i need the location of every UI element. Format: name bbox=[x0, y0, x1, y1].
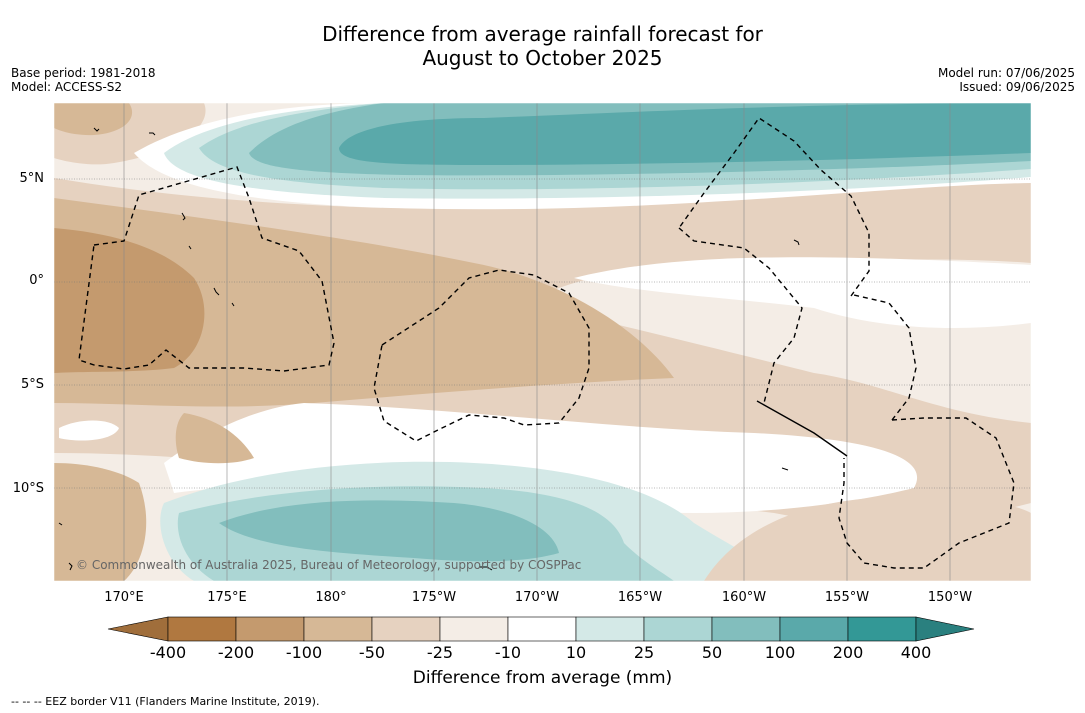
colorbar-segment bbox=[643, 616, 713, 642]
region-neutral-east bbox=[574, 257, 1031, 328]
region-dry-nw-core bbox=[54, 103, 133, 136]
region-dry-south-blob bbox=[175, 413, 254, 464]
colorbar-segment bbox=[847, 616, 917, 642]
region-wet-south-3 bbox=[219, 500, 559, 562]
region-neutral-sw-blob bbox=[59, 420, 119, 441]
colorbar-tick-label: -200 bbox=[217, 643, 255, 662]
lon-label-170w: 170°W bbox=[514, 590, 560, 605]
island-speck bbox=[793, 239, 800, 246]
graticule-meridians bbox=[123, 103, 951, 581]
lon-label-170e: 170°E bbox=[104, 590, 144, 605]
eez-border-west bbox=[78, 166, 335, 372]
issued-date: Issued: 09/06/2025 bbox=[959, 80, 1075, 94]
lon-label-155w: 155°W bbox=[824, 590, 870, 605]
eez-border-line-solid bbox=[756, 400, 848, 457]
island-speck bbox=[181, 212, 186, 221]
model-name: Model: ACCESS-S2 bbox=[11, 80, 123, 94]
region-dry-central-2 bbox=[54, 198, 674, 407]
colorbar-segment bbox=[711, 616, 781, 642]
region-neutral-south bbox=[164, 403, 918, 513]
colorbar-tick-label: -10 bbox=[494, 643, 522, 662]
lat-label-10s: 10°S bbox=[12, 481, 44, 496]
colorbar bbox=[107, 616, 975, 642]
map-title: Difference from average rainfall forecas… bbox=[0, 22, 1085, 70]
colorbar-tick-label: 25 bbox=[633, 643, 655, 662]
colorbar-tick-label: -25 bbox=[426, 643, 454, 662]
region-dry-se bbox=[704, 496, 1031, 581]
meta-right: Model run: 07/06/2025 Issued: 09/06/2025 bbox=[938, 66, 1075, 94]
lat-label-5n: 5°N bbox=[19, 171, 45, 186]
base-period: Base period: 1981-2018 bbox=[11, 66, 156, 80]
island-speck bbox=[188, 245, 192, 250]
lon-label-175w: 175°W bbox=[411, 590, 457, 605]
colorbar-segment bbox=[303, 616, 373, 642]
colorbar-segment bbox=[575, 616, 645, 642]
eez-borders bbox=[78, 117, 1015, 569]
island-speck bbox=[213, 287, 220, 296]
colorbar-segment bbox=[507, 616, 577, 642]
lat-label-0: 0° bbox=[29, 273, 44, 288]
colorbar-tick-label: 200 bbox=[832, 643, 864, 662]
colorbar-tick-label: -400 bbox=[149, 643, 187, 662]
graticule bbox=[54, 178, 1031, 489]
eez-border-east-north bbox=[678, 117, 870, 404]
copyright-notice: © Commonwealth of Australia 2025, Bureau… bbox=[76, 558, 582, 572]
colorbar-segment bbox=[235, 616, 305, 642]
lat-label-5s: 5°S bbox=[20, 377, 44, 392]
island-speck bbox=[231, 302, 235, 307]
lon-label-165w: 165°W bbox=[617, 590, 663, 605]
island-speck bbox=[479, 566, 493, 571]
island-speck bbox=[93, 127, 100, 132]
colorbar-segment bbox=[439, 616, 509, 642]
colorbar-segment bbox=[167, 616, 237, 642]
eez-border-east-south bbox=[838, 294, 1015, 569]
colorbar-tick-label: 10 bbox=[565, 643, 587, 662]
lon-label-175e: 175°E bbox=[207, 590, 247, 605]
island-speck bbox=[149, 132, 156, 136]
region-dry-sw bbox=[54, 463, 147, 581]
rainfall-anomaly-map bbox=[54, 103, 1031, 581]
island-outlines bbox=[58, 127, 800, 571]
lon-label-150w: 150°W bbox=[927, 590, 973, 605]
lon-label-160w: 160°W bbox=[721, 590, 767, 605]
eez-footnote: -- -- -- EEZ border V11 (Flanders Marine… bbox=[11, 695, 320, 708]
colorbar-tick-label: 100 bbox=[764, 643, 796, 662]
model-run: Model run: 07/06/2025 bbox=[937, 66, 1075, 80]
colorbar-tick-label: 400 bbox=[900, 643, 932, 662]
colorbar-label: Difference from average (mm) bbox=[412, 668, 673, 688]
eez-border-central bbox=[373, 269, 590, 442]
colorbar-segment bbox=[779, 616, 849, 642]
colorbar-arrow-high bbox=[915, 616, 975, 642]
island-speck bbox=[781, 467, 789, 471]
colorbar-tick-label: 50 bbox=[701, 643, 723, 662]
title-line-2: August to October 2025 bbox=[422, 46, 663, 70]
colorbar-segment bbox=[371, 616, 441, 642]
lon-label-180: 180° bbox=[315, 590, 347, 605]
island-speck bbox=[68, 562, 73, 571]
title-line-1: Difference from average rainfall forecas… bbox=[322, 22, 763, 46]
colorbar-tick-label: -50 bbox=[358, 643, 386, 662]
colorbar-arrow-low bbox=[107, 616, 169, 642]
island-speck bbox=[58, 522, 63, 526]
colorbar-segments bbox=[107, 616, 975, 642]
region-wet-north-4 bbox=[339, 103, 1031, 165]
colorbar-tick-label: -100 bbox=[285, 643, 323, 662]
meta-left: Base period: 1981-2018 Model: ACCESS-S2 bbox=[11, 66, 156, 94]
